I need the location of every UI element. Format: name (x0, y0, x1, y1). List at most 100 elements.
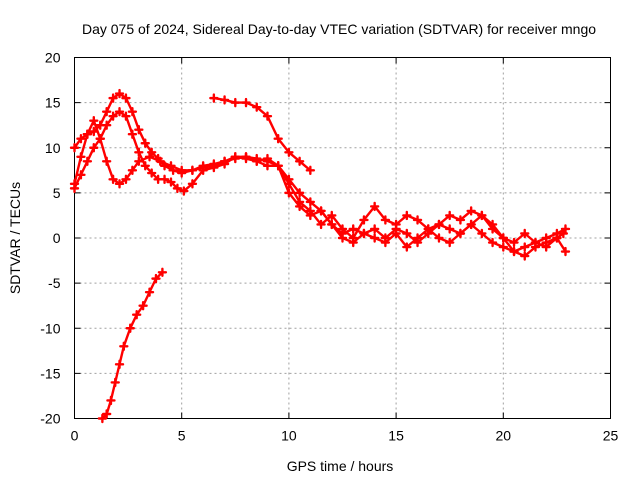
data-point (119, 341, 129, 351)
data-point (127, 129, 138, 139)
data-point (108, 93, 118, 103)
data-point (348, 224, 358, 234)
data-point (140, 138, 150, 148)
data-point (337, 233, 348, 243)
y-axis-label: SDTVAR / TECUs (7, 182, 23, 294)
data-point (412, 215, 423, 225)
data-point (305, 206, 316, 216)
data-point (520, 242, 530, 252)
data-point (127, 106, 138, 117)
data-point (520, 228, 530, 239)
data-point (466, 219, 476, 230)
data-point (348, 237, 358, 248)
data-point (166, 161, 176, 171)
data-point (76, 152, 86, 162)
data-point (369, 224, 380, 234)
data-point (114, 88, 125, 99)
data-point (134, 125, 144, 135)
chart-title: Day 075 of 2024, Sidereal Day-to-day VTE… (82, 21, 596, 37)
data-point (273, 134, 283, 144)
data-point (327, 210, 337, 221)
y-tick-label: -20 (40, 411, 60, 427)
data-point (108, 111, 118, 121)
data-point (252, 153, 262, 164)
data-point (114, 106, 125, 117)
data-point (455, 228, 466, 239)
data-point (101, 409, 112, 419)
data-point (391, 228, 401, 239)
data-point (305, 197, 316, 207)
data-point (155, 156, 165, 166)
data-point (466, 206, 476, 216)
data-point (412, 233, 423, 243)
data-point (157, 267, 168, 277)
data-point (552, 233, 562, 243)
y-tick-label: 15 (45, 95, 61, 111)
data-point (369, 233, 380, 243)
data-point (121, 93, 131, 103)
data-point (131, 310, 142, 320)
data-point (509, 237, 519, 248)
data-point (487, 237, 498, 248)
data-point (241, 152, 251, 162)
data-point (187, 179, 198, 189)
data-point (294, 197, 305, 207)
data-point (76, 170, 86, 180)
data-point (445, 237, 455, 248)
data-point (380, 215, 391, 225)
data-point (198, 161, 208, 171)
data-point (455, 215, 466, 225)
data-point (101, 106, 112, 117)
data-point (134, 147, 144, 157)
data-point (284, 174, 294, 185)
series-track-d (209, 93, 316, 176)
data-point (134, 156, 144, 166)
axis-ticks: 0 5 10 15 20 25 -20 -15 -10 -5 0 5 10 15 20 (40, 50, 618, 444)
data-point (241, 97, 251, 108)
data-point (101, 156, 112, 166)
data-point (305, 165, 316, 176)
data-point (95, 120, 105, 130)
data-point (172, 183, 183, 194)
data-point (219, 95, 230, 105)
series-line (212, 96, 312, 172)
data-point (108, 174, 118, 185)
data-point (520, 251, 530, 261)
data-point (434, 219, 444, 230)
data-point (166, 177, 176, 187)
data-point (114, 179, 125, 189)
data-point (114, 359, 125, 370)
data-point (294, 156, 305, 166)
data-point (97, 413, 108, 424)
data-point (445, 224, 455, 234)
data-point (127, 165, 138, 176)
data-point (560, 246, 571, 257)
data-point (391, 219, 401, 230)
y-tick-label: 0 (53, 230, 61, 246)
data-point (82, 156, 93, 166)
y-tick-label: -10 (40, 320, 60, 336)
data-point (219, 156, 230, 166)
data-point (209, 93, 219, 103)
data-point (560, 224, 571, 234)
data-point (369, 201, 380, 212)
data-point (187, 165, 198, 176)
data-point (151, 273, 161, 284)
x-tick-label: 15 (388, 428, 404, 444)
data-point (509, 246, 519, 257)
data-point (159, 174, 170, 185)
data-point (140, 161, 150, 171)
data-point (316, 219, 326, 230)
data-point (262, 111, 273, 121)
data-point (380, 237, 391, 248)
data-point (337, 224, 348, 234)
data-point (530, 242, 541, 252)
data-point (498, 242, 508, 252)
data-point (138, 300, 148, 311)
data-point (121, 111, 131, 121)
y-tick-label: 20 (45, 50, 61, 66)
data-point (82, 129, 93, 139)
y-tick-label: -15 (40, 365, 60, 381)
x-tick-label: 25 (603, 428, 619, 444)
